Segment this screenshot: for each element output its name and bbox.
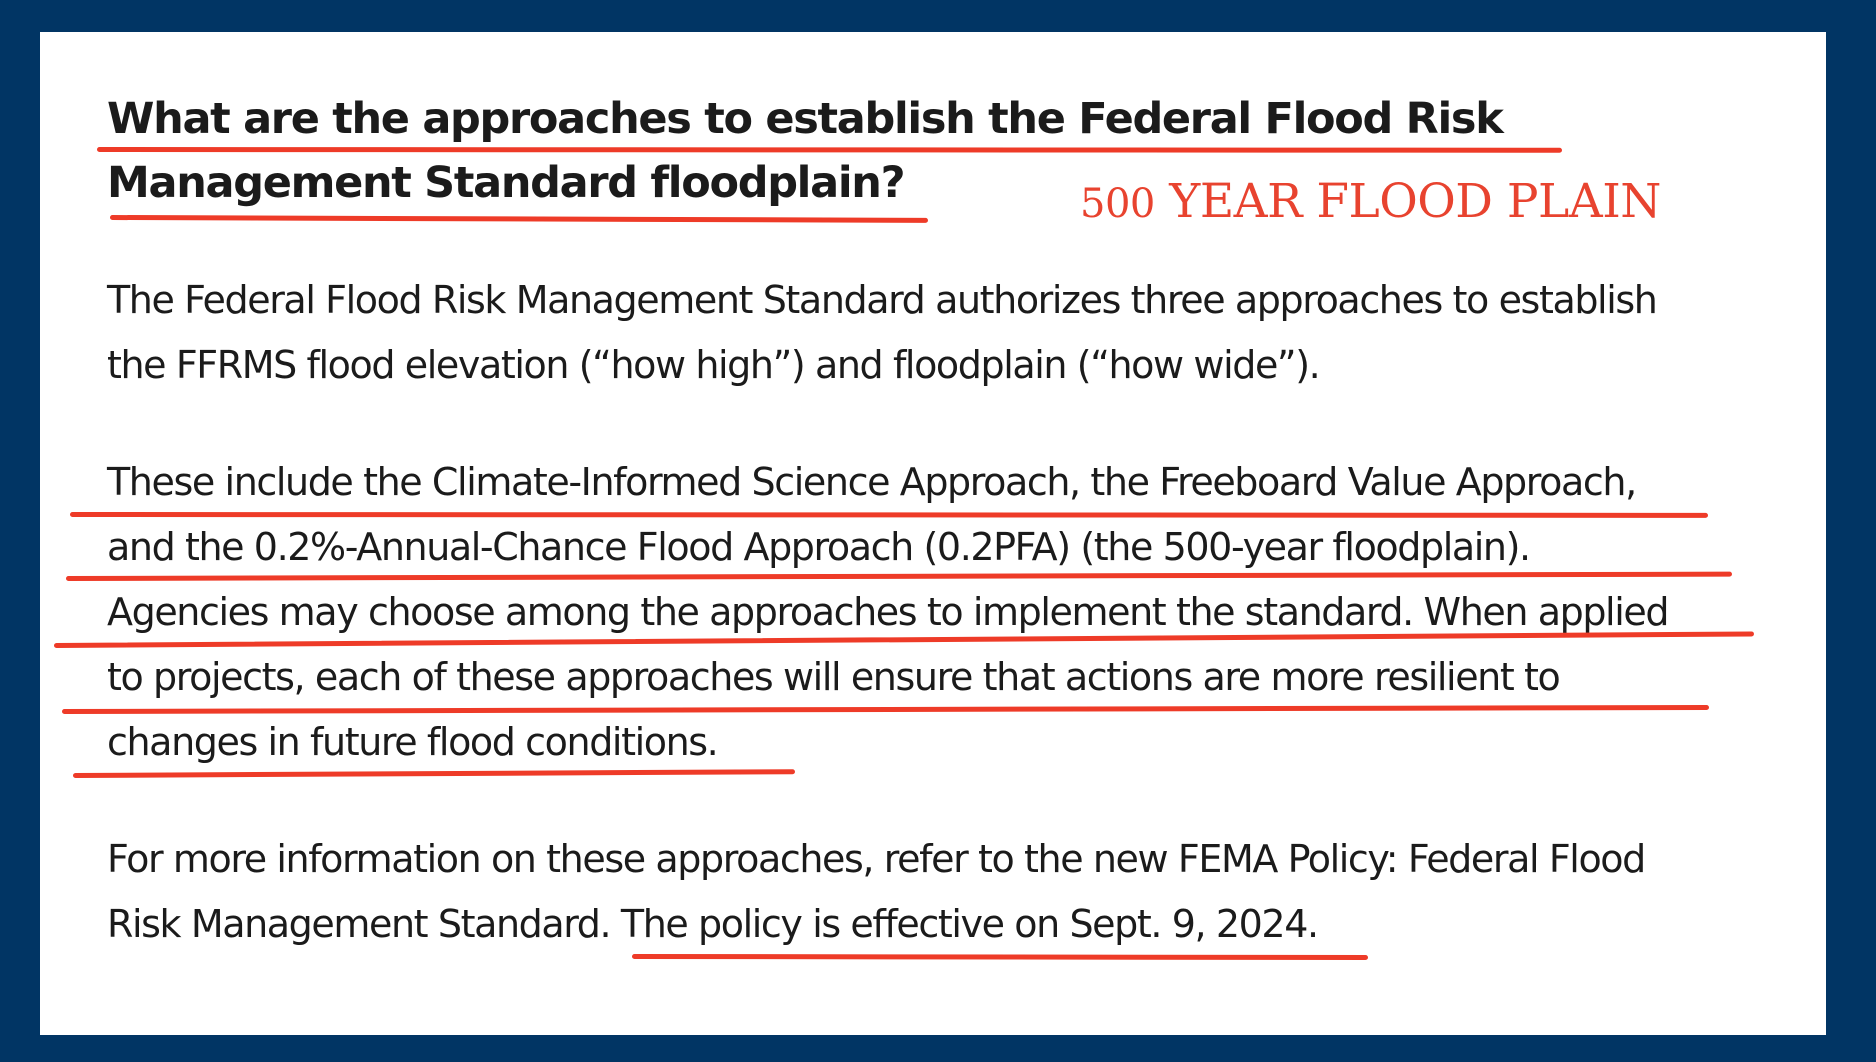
paragraph-3-line-2: Risk Management Standard. The policy is … <box>107 902 1319 946</box>
paragraph-2-line-4: to projects, each of these approaches wi… <box>107 655 1561 699</box>
underline-mark-heading-1 <box>96 147 1563 153</box>
paragraph-1-line-1: The Federal Flood Risk Management Standa… <box>107 278 1658 322</box>
paragraph-2-line-5: changes in future flood conditions. <box>107 720 719 764</box>
effective-date-sentence: The policy is effective on Sept. 9, 2024… <box>620 902 1319 946</box>
annotation-number: 500 <box>1080 181 1155 227</box>
content-card <box>40 32 1826 1035</box>
paragraph-2-line-1: These include the Climate-Informed Scien… <box>107 460 1637 504</box>
faq-heading-line-2: Management Standard floodplain? <box>107 158 906 208</box>
annotation-text: YEAR FLOOD PLAIN <box>1154 174 1661 229</box>
paragraph-2-line-3: Agencies may choose among the approaches… <box>107 590 1669 634</box>
paragraph-1-line-2: the FFRMS flood elevation (“how high”) a… <box>107 343 1321 387</box>
paragraph-3-line-2-start: Risk Management Standard. <box>107 902 621 946</box>
underline-mark-paragraph-2-1 <box>69 512 1709 518</box>
underline-mark-effective-date <box>631 954 1369 961</box>
paragraph-2-line-2: and the 0.2%-Annual-Chance Flood Approac… <box>107 525 1531 569</box>
paragraph-3-line-1: For more information on these approaches… <box>107 837 1646 881</box>
annotation-500-year-flood-plain: 500 YEAR FLOOD PLAIN <box>1080 178 1661 225</box>
faq-heading-line-1: What are the approaches to establish the… <box>107 94 1504 144</box>
